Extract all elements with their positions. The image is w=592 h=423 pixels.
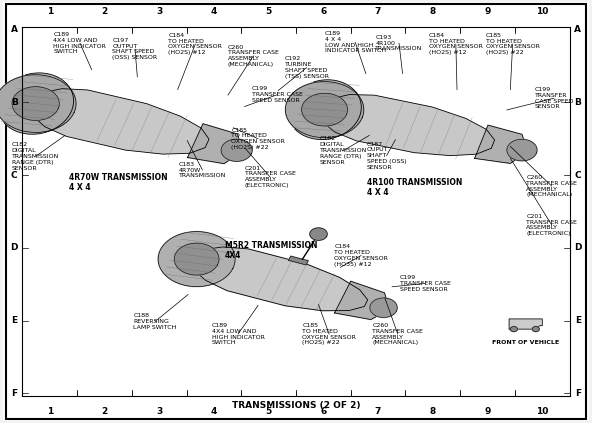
Text: F: F <box>575 389 581 398</box>
Text: C185
TO HEATED
OXYGEN SENSOR
(HO2S) #22: C185 TO HEATED OXYGEN SENSOR (HO2S) #22 <box>485 33 540 55</box>
Text: 7: 7 <box>375 407 381 416</box>
Text: 4R100 TRANSMISSION
4 X 4: 4R100 TRANSMISSION 4 X 4 <box>366 178 462 197</box>
Text: C189
4X4 LOW AND
HIGH INDICATOR
SWITCH: C189 4X4 LOW AND HIGH INDICATOR SWITCH <box>211 323 265 345</box>
Text: F: F <box>11 389 17 398</box>
Text: C188
REVERSING
LAMP SWITCH: C188 REVERSING LAMP SWITCH <box>133 313 177 330</box>
Text: TRANSMISSIONS (2 OF 2): TRANSMISSIONS (2 OF 2) <box>231 401 361 410</box>
Text: C260
TRANSFER CASE
ASSEMBLY
(MECHANICAL): C260 TRANSFER CASE ASSEMBLY (MECHANICAL) <box>526 175 577 197</box>
Text: C189
4 X 4
LOW AND HIGH
INDICATOR SWITCH: C189 4 X 4 LOW AND HIGH INDICATOR SWITCH <box>324 31 386 53</box>
Text: A: A <box>11 25 18 34</box>
Text: 2: 2 <box>101 7 108 16</box>
Text: 10: 10 <box>536 7 548 16</box>
Text: E: E <box>11 316 17 325</box>
Polygon shape <box>4 73 73 134</box>
Text: 3: 3 <box>156 7 162 16</box>
Polygon shape <box>289 256 308 265</box>
Text: C187
OUPUT
SHAFT
SPEED (OSS)
SENSOR: C187 OUPUT SHAFT SPEED (OSS) SENSOR <box>367 142 406 170</box>
Text: C199
TRANSFER
CASE SPEED
SENSOR: C199 TRANSFER CASE SPEED SENSOR <box>535 87 574 109</box>
Text: 5: 5 <box>266 407 272 416</box>
Text: E: E <box>575 316 581 325</box>
Text: 9: 9 <box>484 407 491 416</box>
Text: C: C <box>574 170 581 180</box>
Text: C184
TO HEATED
OXYGEN SENSOR
(HO2S) #12: C184 TO HEATED OXYGEN SENSOR (HO2S) #12 <box>429 33 483 55</box>
Text: 5: 5 <box>266 7 272 16</box>
Text: C182
DIGITAL
TRANSMISSION
RANGE (DTR)
SENSOR: C182 DIGITAL TRANSMISSION RANGE (DTR) SE… <box>12 143 59 170</box>
Polygon shape <box>370 298 397 318</box>
Text: B: B <box>11 98 18 107</box>
Text: 9: 9 <box>484 7 491 16</box>
Polygon shape <box>12 87 59 121</box>
Text: C192
TURBINE
SHAFT SPEED
(TSS) SENSOR: C192 TURBINE SHAFT SPEED (TSS) SENSOR <box>285 57 329 79</box>
Text: C182
DIGITAL
TRANSMISSION
RANGE (DTR)
SENSOR: C182 DIGITAL TRANSMISSION RANGE (DTR) SE… <box>320 137 367 165</box>
Text: B: B <box>574 98 581 107</box>
Polygon shape <box>188 124 243 164</box>
Text: 3: 3 <box>156 407 162 416</box>
Text: 4R70W TRANSMISSION
4 X 4: 4R70W TRANSMISSION 4 X 4 <box>69 173 168 192</box>
Text: C260
TRANSFER CASE
ASSEMBLY
(MECHANICAL): C260 TRANSFER CASE ASSEMBLY (MECHANICAL) <box>372 323 423 345</box>
Text: C201
TRANSFER CASE
ASSEMBLY
(ELECTRONIC): C201 TRANSFER CASE ASSEMBLY (ELECTRONIC) <box>526 214 577 236</box>
Polygon shape <box>507 139 537 161</box>
Polygon shape <box>0 75 76 132</box>
Polygon shape <box>334 281 390 319</box>
Polygon shape <box>221 139 252 161</box>
Text: C185
TO HEATED
OXYGEN SENSOR
(HO2S) #22: C185 TO HEATED OXYGEN SENSOR (HO2S) #22 <box>302 323 356 345</box>
Text: C197
OUTPUT
SHAFT SPEED
(OSS) SENSOR: C197 OUTPUT SHAFT SPEED (OSS) SENSOR <box>112 38 157 60</box>
Text: 4: 4 <box>211 7 217 16</box>
Text: 8: 8 <box>430 7 436 16</box>
Text: 6: 6 <box>320 407 326 416</box>
Text: D: D <box>11 243 18 253</box>
Text: C184
TO HEATED
OXYGEN SENSOR
(HO2S) #12: C184 TO HEATED OXYGEN SENSOR (HO2S) #12 <box>168 33 223 55</box>
Polygon shape <box>174 243 219 275</box>
Polygon shape <box>475 125 527 163</box>
Text: C189
4X4 LOW AND
HIGH INDICATOR
SWITCH: C189 4X4 LOW AND HIGH INDICATOR SWITCH <box>53 32 107 54</box>
Polygon shape <box>302 93 348 126</box>
Text: C201
TRANSFER CASE
ASSEMBLY
(ELECTRONIC): C201 TRANSFER CASE ASSEMBLY (ELECTRONIC) <box>244 166 295 188</box>
Polygon shape <box>192 247 368 311</box>
Polygon shape <box>295 80 361 140</box>
Text: 8: 8 <box>430 407 436 416</box>
Polygon shape <box>158 231 235 287</box>
Text: C185
TO HEATED
OXYGEN SENSOR
(HO2S) #22: C185 TO HEATED OXYGEN SENSOR (HO2S) #22 <box>231 128 285 150</box>
Text: C260
TRANSFER CASE
ASSEMBLY
(MECHANICAL): C260 TRANSFER CASE ASSEMBLY (MECHANICAL) <box>228 45 279 67</box>
Circle shape <box>510 327 517 332</box>
Polygon shape <box>31 89 209 154</box>
Text: 10: 10 <box>536 407 548 416</box>
Text: D: D <box>574 243 581 253</box>
Text: C183
4R70W
TRANSMISSION: C183 4R70W TRANSMISSION <box>179 162 226 179</box>
Text: C184
TO HEATED
OXYGEN SENSOR
(HO35) #12: C184 TO HEATED OXYGEN SENSOR (HO35) #12 <box>334 244 388 266</box>
Text: C193
4R100
TRANSMISSION: C193 4R100 TRANSMISSION <box>375 35 423 52</box>
Text: FRONT OF VEHICLE: FRONT OF VEHICLE <box>492 340 559 345</box>
Polygon shape <box>285 82 364 138</box>
Text: 4: 4 <box>211 407 217 416</box>
Text: 7: 7 <box>375 7 381 16</box>
Circle shape <box>532 327 539 332</box>
Text: 1: 1 <box>47 7 53 16</box>
Text: 6: 6 <box>320 7 326 16</box>
Text: 2: 2 <box>101 407 108 416</box>
Text: M5R2 TRANSMISSION
4X4: M5R2 TRANSMISSION 4X4 <box>225 241 317 260</box>
Text: C199
TRANSFER CASE
SPEED SENSOR: C199 TRANSFER CASE SPEED SENSOR <box>400 275 451 292</box>
Text: C199
TRANSFER CASE
SPEED SENSOR: C199 TRANSFER CASE SPEED SENSOR <box>252 86 303 103</box>
Text: 1: 1 <box>47 407 53 416</box>
Text: C: C <box>11 170 18 180</box>
Polygon shape <box>320 95 494 156</box>
Polygon shape <box>509 319 542 329</box>
Polygon shape <box>310 228 327 240</box>
Text: A: A <box>574 25 581 34</box>
